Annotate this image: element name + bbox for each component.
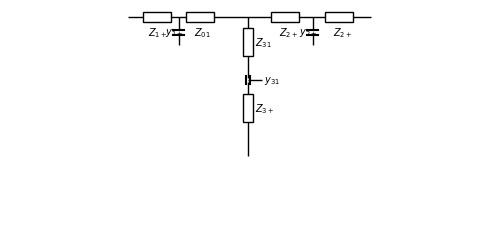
Text: $y_{31}$: $y_{31}$ [264,75,280,87]
Bar [244,94,253,122]
Text: $Z_{2+}$: $Z_{2+}$ [333,26,352,40]
Text: $Z_{2+}$: $Z_{2+}$ [278,26,298,40]
Text: $Z_{3+}$: $Z_{3+}$ [255,102,274,115]
Bar [244,29,253,57]
Bar [271,13,299,22]
Text: $Z_{1+}$: $Z_{1+}$ [148,26,168,40]
Text: $y_{1+}$: $y_{1+}$ [165,27,183,39]
Bar [143,13,171,22]
Bar [325,13,353,22]
Bar [186,13,214,22]
Text: $Z_{01}$: $Z_{01}$ [194,26,211,40]
Text: $y_{2+}$: $y_{2+}$ [299,27,317,39]
Text: $Z_{31}$: $Z_{31}$ [255,36,272,50]
